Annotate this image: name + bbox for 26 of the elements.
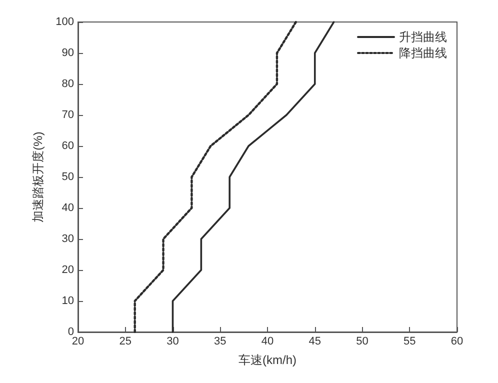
y-tick-label: 100 (56, 16, 74, 28)
y-tick-label: 60 (62, 140, 74, 152)
x-tick-label: 45 (308, 336, 321, 348)
legend-label: 升挡曲线 (399, 30, 447, 44)
line-series (172, 21, 335, 333)
y-tick-label: 0 (68, 326, 74, 338)
y-tick-label: 80 (62, 78, 74, 90)
y-tick-label: 90 (62, 47, 74, 59)
y-tick-label: 10 (62, 295, 74, 307)
line-series (134, 20, 298, 334)
x-tick-label: 55 (404, 336, 416, 348)
x-tick-label: 30 (166, 336, 179, 348)
x-tick-label: 60 (450, 336, 464, 348)
x-tick-label: 25 (119, 336, 132, 348)
x-tick-label: 50 (356, 336, 368, 348)
x-axis-title: 车速(km/h) (238, 353, 296, 367)
y-tick-label: 70 (62, 109, 74, 121)
y-tick-label: 30 (62, 233, 74, 245)
y-tick-label: 50 (62, 171, 74, 183)
y-tick-label: 40 (62, 202, 74, 214)
legend-label: 降挡曲线 (399, 46, 447, 60)
x-tick-label: 35 (214, 336, 226, 348)
y-axis-title: 加速踏板开度(%) (31, 132, 45, 222)
x-tick-label: 20 (72, 336, 84, 348)
x-tick-label: 40 (261, 336, 274, 348)
y-tick-label: 20 (62, 264, 74, 276)
